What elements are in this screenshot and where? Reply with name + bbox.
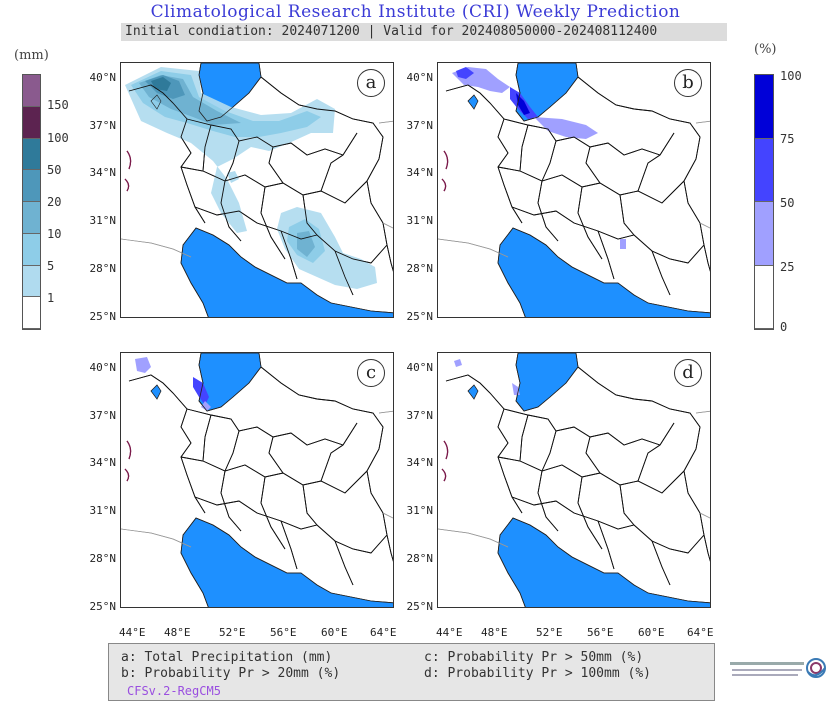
map-canvas <box>121 353 393 607</box>
lon-label: 52°E <box>536 626 563 639</box>
map-panel-c: c <box>120 352 394 608</box>
right-tick: 0 <box>780 320 788 334</box>
lat-label: 37°N <box>89 119 117 132</box>
right-tick: 75 <box>780 132 795 146</box>
legend-box: a: Total Precipitation (mm) b: Probabili… <box>108 643 715 701</box>
map-panel-a: a <box>120 62 394 318</box>
lat-label: 28°N <box>406 552 434 565</box>
left-tick: 150 <box>47 98 69 112</box>
map-canvas <box>121 63 393 317</box>
colorbar-segment <box>23 138 40 171</box>
map-panel-d: d <box>437 352 711 608</box>
lat-label: 34°N <box>89 456 117 469</box>
map-panel-b: b <box>437 62 711 318</box>
lon-label: 44°E <box>119 626 146 639</box>
colorbar-segment <box>23 297 40 329</box>
left-tick: 10 <box>47 227 62 241</box>
lon-label: 56°E <box>270 626 297 639</box>
lat-label: 28°N <box>89 262 117 275</box>
left-tick: 50 <box>47 163 62 177</box>
lat-label: 34°N <box>89 166 117 179</box>
lat-label: 25°N <box>406 310 434 323</box>
colorbar-segment <box>755 202 773 266</box>
lon-label: 56°E <box>587 626 614 639</box>
lat-label: 28°N <box>406 262 434 275</box>
lat-label: 40°N <box>89 361 117 374</box>
lat-label: 37°N <box>406 119 434 132</box>
lat-label: 34°N <box>406 456 434 469</box>
map-subtitle: Initial condiation: 2024071200 | Valid f… <box>121 23 727 41</box>
lon-label: 64°E <box>687 626 714 639</box>
colorbar-segment <box>755 75 773 139</box>
right-tick: 100 <box>780 69 802 83</box>
map-canvas <box>438 63 710 317</box>
lat-label: 40°N <box>406 361 434 374</box>
panel-label: c <box>357 359 385 387</box>
right-colorbar-unit: (%) <box>754 42 777 57</box>
lon-label: 48°E <box>164 626 191 639</box>
lon-label: 44°E <box>436 626 463 639</box>
lon-label: 60°E <box>321 626 348 639</box>
legend-item-a: a: Total Precipitation (mm) <box>121 650 333 665</box>
colorbar-segment <box>23 233 40 266</box>
institute-logo <box>730 654 828 694</box>
precipitation-colorbar <box>22 74 41 330</box>
model-name: CFSv.2-RegCM5 <box>127 684 221 698</box>
colorbar-segment <box>23 202 40 234</box>
lat-label: 25°N <box>406 600 434 613</box>
colorbar-segment <box>23 106 40 139</box>
lat-label: 37°N <box>89 409 117 422</box>
colorbar-segment <box>755 265 773 329</box>
lat-label: 34°N <box>406 166 434 179</box>
legend-item-b: b: Probability Pr > 20mm (%) <box>121 666 341 681</box>
lat-label: 31°N <box>89 214 117 227</box>
lat-label: 28°N <box>89 552 117 565</box>
lat-label: 40°N <box>89 71 117 84</box>
lon-label: 64°E <box>370 626 397 639</box>
lon-label: 60°E <box>638 626 665 639</box>
right-tick: 50 <box>780 196 795 210</box>
lat-label: 31°N <box>406 214 434 227</box>
colorbar-segment <box>23 265 40 298</box>
legend-item-c: c: Probability Pr > 50mm (%) <box>424 650 644 665</box>
left-tick: 20 <box>47 195 62 209</box>
lat-label: 25°N <box>89 310 117 323</box>
colorbar-segment <box>23 170 40 202</box>
lat-label: 25°N <box>89 600 117 613</box>
lon-label: 52°E <box>219 626 246 639</box>
panel-label: a <box>357 69 385 97</box>
left-tick: 100 <box>47 131 69 145</box>
map-canvas <box>438 353 710 607</box>
left-tick: 5 <box>47 259 55 273</box>
colorbar-segment <box>755 138 773 202</box>
right-tick: 25 <box>780 260 795 274</box>
left-colorbar-unit: (mm) <box>14 48 49 63</box>
panel-label: b <box>674 69 702 97</box>
lat-label: 31°N <box>406 504 434 517</box>
probability-colorbar <box>754 74 774 330</box>
panel-label: d <box>674 359 702 387</box>
colorbar-segment <box>23 75 40 107</box>
lat-label: 37°N <box>406 409 434 422</box>
lat-label: 40°N <box>406 71 434 84</box>
lat-label: 31°N <box>89 504 117 517</box>
lon-label: 48°E <box>481 626 508 639</box>
left-tick: 1 <box>47 291 55 305</box>
map-title: Climatological Research Institute (CRI) … <box>150 2 681 22</box>
legend-item-d: d: Probability Pr > 100mm (%) <box>424 666 651 681</box>
